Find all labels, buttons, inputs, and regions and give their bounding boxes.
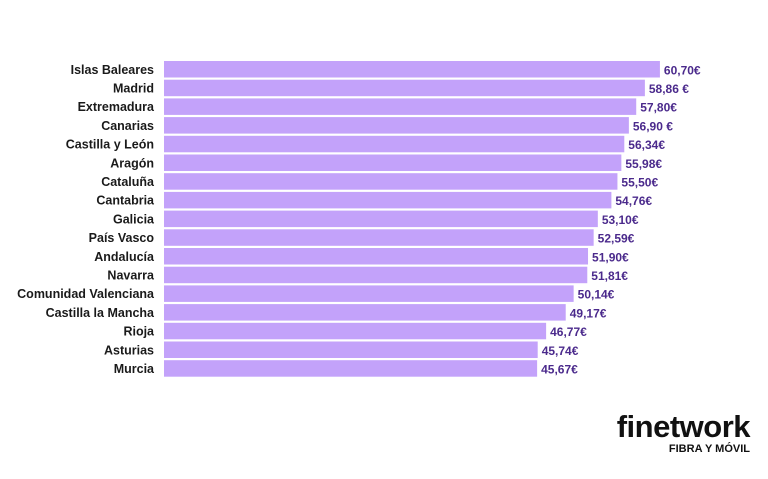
value-label: 50,14€ xyxy=(578,288,615,302)
category-label: Castilla la Mancha xyxy=(46,306,155,320)
bar-9 xyxy=(164,229,594,246)
value-label: 58,86 € xyxy=(649,82,689,96)
category-label: Rioja xyxy=(123,325,155,339)
value-label: 54,76€ xyxy=(615,194,652,208)
value-label: 45,67€ xyxy=(541,362,578,376)
bar-4 xyxy=(164,135,625,153)
bar-16 xyxy=(164,360,538,377)
finetwork-logo: finetwork FIBRA Y MÓVIL xyxy=(616,409,751,456)
category-label: Islas Baleares xyxy=(71,63,154,77)
bar-3 xyxy=(164,117,629,134)
bar-12 xyxy=(164,285,574,302)
bar-5 xyxy=(164,154,622,171)
logo-tagline: FIBRA Y MÓVIL xyxy=(668,443,750,455)
value-label: 52,59€ xyxy=(598,232,635,246)
bar-6 xyxy=(164,173,618,190)
bar-1 xyxy=(164,79,645,97)
bar-8 xyxy=(164,210,598,228)
category-label: País Vasco xyxy=(89,231,155,245)
bar-2 xyxy=(164,98,637,115)
value-label: 51,81€ xyxy=(591,269,628,283)
category-label: Madrid xyxy=(113,81,154,95)
category-label: Asturias xyxy=(104,343,154,357)
logo-wordmark: finetwork xyxy=(616,409,751,444)
value-label: 55,98€ xyxy=(625,157,662,171)
bar-13 xyxy=(164,304,566,321)
category-label: Cantabria xyxy=(96,194,155,208)
value-label: 45,74€ xyxy=(542,344,579,358)
category-label: Galicia xyxy=(113,212,155,226)
category-label: Navarra xyxy=(107,268,155,282)
bar-0 xyxy=(164,61,660,78)
value-label: 55,50€ xyxy=(621,175,658,189)
category-label: Comunidad Valenciana xyxy=(17,287,155,301)
value-label: 60,70€ xyxy=(664,63,701,77)
value-label: 53,10€ xyxy=(602,213,639,227)
bar-15 xyxy=(164,341,538,358)
bar-14 xyxy=(164,322,547,340)
category-label: Canarias xyxy=(101,119,154,133)
value-label: 56,90 € xyxy=(633,119,673,133)
category-label: Extremadura xyxy=(78,100,155,114)
category-label: Cataluña xyxy=(101,175,155,189)
value-label: 46,77€ xyxy=(550,325,587,339)
value-label: 51,90€ xyxy=(592,250,629,264)
category-label: Murcia xyxy=(114,362,155,376)
category-label: Castilla y León xyxy=(66,138,154,152)
bar-7 xyxy=(164,191,612,209)
category-label: Aragón xyxy=(110,156,154,170)
value-label: 49,17€ xyxy=(570,306,607,320)
bar-11 xyxy=(164,266,588,284)
value-label: 56,34€ xyxy=(628,138,665,152)
bar-10 xyxy=(164,248,589,265)
value-label: 57,80€ xyxy=(640,101,677,115)
bar-chart: Islas Baleares 60,70€ Madrid 58,86 € Extrema… xyxy=(17,61,701,377)
category-label: Andalucía xyxy=(94,250,155,264)
